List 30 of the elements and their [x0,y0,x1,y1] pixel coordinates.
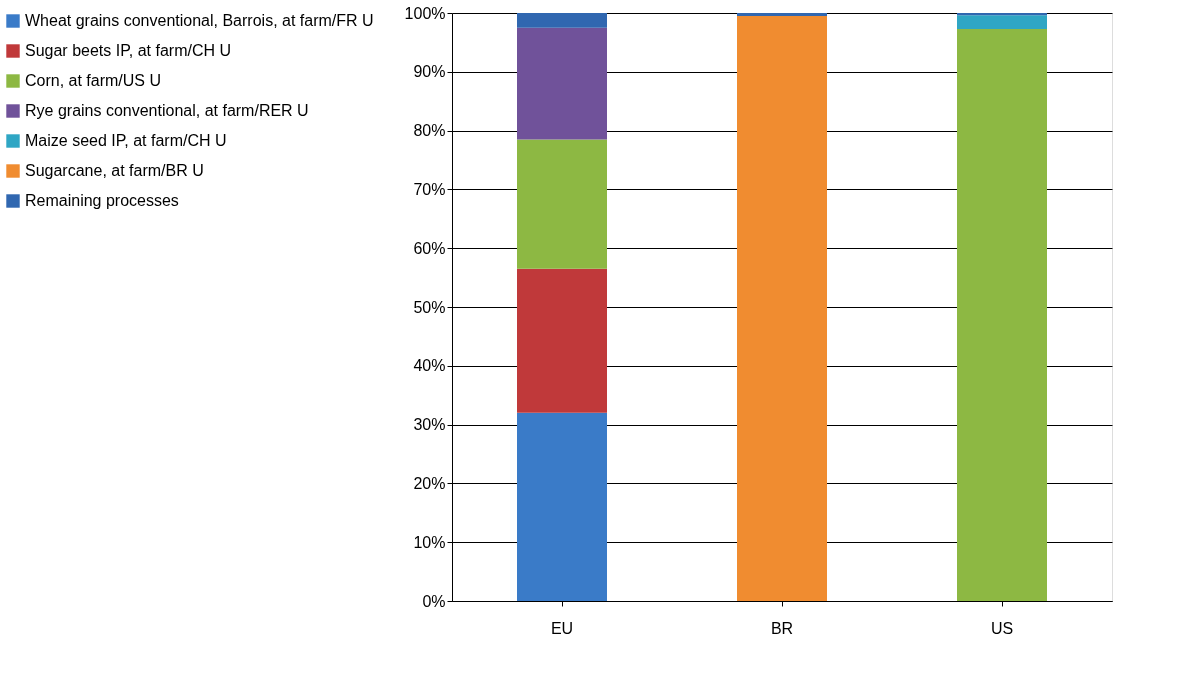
y-tick-label: 100% [404,4,446,22]
y-tick-label: 30% [413,416,446,434]
x-tick-label: BR [770,619,794,637]
bar [737,13,827,16]
bar [517,139,607,269]
legend-label: Remaining processes [25,192,179,209]
y-tick-label: 50% [413,298,446,316]
y-tick-label: 0% [422,592,446,610]
legend-label: Maize seed IP, at farm/CH U [25,132,227,149]
bar [517,268,607,413]
y-tick-label: 20% [413,474,446,492]
y-tick-label: 40% [413,357,446,375]
legend-label: Rye grains conventional, at farm/RER U [25,102,309,119]
bar [517,13,607,28]
legend-label: Sugar beets IP, at farm/CH U [25,42,232,59]
x-tick-label: EU [550,619,574,637]
bar [517,27,607,140]
bar [957,28,1047,601]
y-tick-label: 10% [413,533,446,551]
bar [957,15,1047,29]
legend-label: Corn, at farm/US U [25,72,162,89]
x-tick-label: US [990,619,1014,637]
bar [517,412,607,601]
y-tick-label: 60% [413,239,446,257]
legend-label: Wheat grains conventional, Barrois, at farm/FR U [25,12,374,29]
y-tick-label: 80% [413,122,446,140]
bar [737,15,827,601]
y-tick-label: 70% [413,180,446,198]
y-tick-label: 90% [413,63,446,81]
legend-label: Sugarcane, at farm/BR U [25,162,204,179]
